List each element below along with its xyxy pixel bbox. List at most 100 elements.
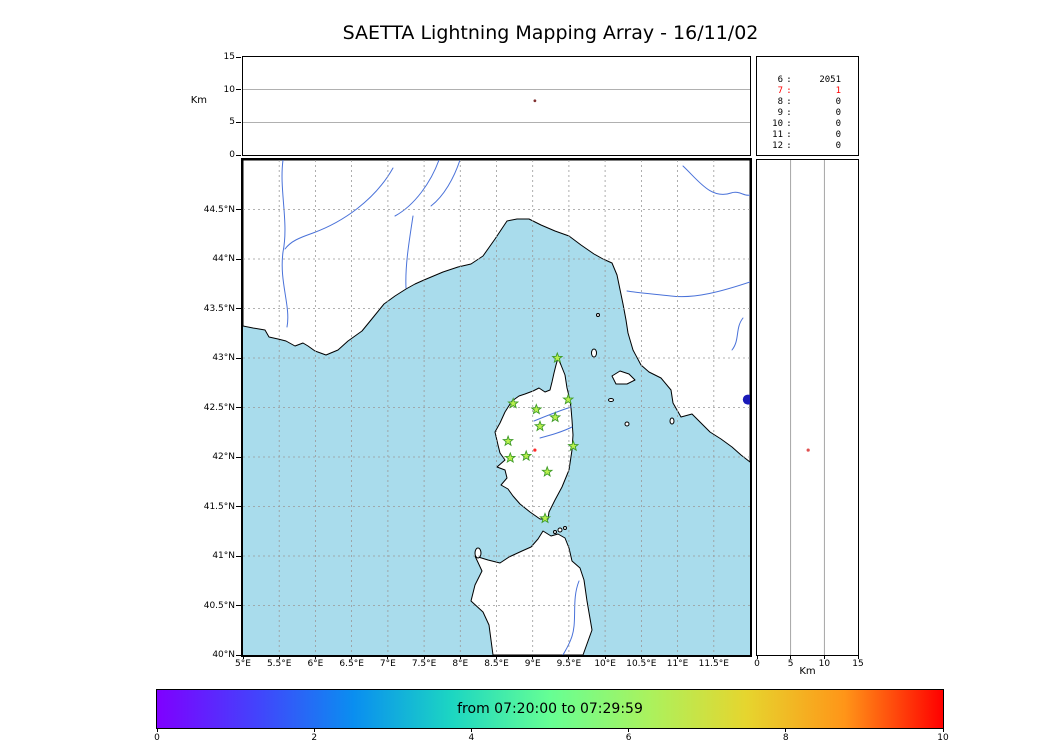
km-tickmark	[823, 655, 825, 659]
colorbar-gradient: from 07:20:00 to 07:29:59	[157, 690, 943, 728]
lma-station-marker	[502, 434, 515, 447]
colorbar-tickmark	[156, 728, 158, 732]
stats-text: 6	[777, 75, 783, 85]
lon-tickmark	[278, 655, 280, 659]
stats-row: 9: 0	[763, 108, 858, 119]
river-line	[731, 317, 744, 351]
small-island-maddalena	[557, 527, 563, 533]
altitude-latitude-plot	[790, 160, 825, 655]
colorbar-tickmark	[942, 728, 944, 732]
stats-row: 12: 0	[763, 141, 858, 152]
colorbar-tickmark	[785, 728, 787, 732]
lon-tick-label: 6°E	[307, 659, 324, 669]
stats-text: :	[786, 86, 792, 96]
lma-station-marker	[539, 512, 552, 524]
lat-tickmark	[236, 258, 241, 260]
lon-tick-label: 7.5°E	[411, 659, 437, 669]
stats-panel: 6: 2051 7: 1 8: 0 9: 0 10: 0 11: 0 12: 0	[756, 56, 859, 156]
lat-tick-label: 40°N	[212, 650, 235, 660]
stats-text: 11	[772, 130, 783, 140]
altitude-tickmark	[236, 121, 241, 123]
small-island-gorgona	[596, 313, 600, 317]
mainland-coastline	[243, 160, 750, 463]
stats-row: 6: 2051	[763, 75, 858, 86]
lat-tickmark	[236, 209, 241, 210]
lat-tick-label: 43.5°N	[203, 303, 235, 314]
colorbar-tick-label: 10	[937, 733, 949, 743]
stats-text: 12	[772, 141, 783, 151]
altitude-longitude-plot	[243, 89, 750, 123]
km-tickmark	[790, 655, 792, 659]
sardinia-island	[470, 530, 593, 655]
colorbar-tickmark	[313, 728, 315, 732]
lightning-source-dot	[533, 448, 537, 452]
altitude-latitude-dot	[806, 448, 810, 452]
lon-tickmark	[532, 655, 534, 659]
km-tick-label: 0	[754, 659, 760, 669]
altitude-tick-label: 10	[223, 84, 235, 95]
altitude-tick-label: 15	[223, 52, 235, 62]
stats-text: :	[786, 75, 792, 85]
lat-tick-label: 40.5°N	[203, 600, 235, 611]
lat-tickmark	[236, 357, 241, 359]
river-line	[405, 215, 414, 289]
lat-tick-label: 41.5°N	[203, 501, 235, 512]
small-island-capraia	[591, 348, 597, 358]
colorbar-tick-label: 2	[311, 733, 318, 743]
small-island-maddalena	[563, 526, 567, 530]
colorbar-tick-label: 8	[782, 733, 789, 743]
lon-tickmark	[314, 655, 316, 659]
lat-tick-label: 41°N	[212, 551, 235, 561]
lat-tickmark	[236, 407, 241, 408]
lat-tick-label: 43°N	[212, 353, 235, 363]
lma-station-marker	[530, 403, 543, 415]
km-tick-label: 15	[852, 659, 864, 669]
lon-tickmark	[568, 655, 570, 659]
river-line	[626, 281, 750, 298]
altitude-tickmark	[236, 89, 241, 91]
river-lines	[281, 160, 750, 655]
geographic-map	[243, 160, 750, 655]
lon-tick-label: 7°E	[379, 659, 396, 669]
lma-station-marker	[533, 420, 546, 432]
altitude-longitude-dot	[533, 99, 537, 103]
km-tickmark	[756, 655, 758, 659]
figure-title: SAETTA Lightning Mapping Array - 16/11/0…	[342, 22, 759, 44]
lon-tickmark	[713, 655, 715, 659]
lma-station-marker	[562, 393, 575, 405]
lon-tick-label: 10.5°E	[626, 659, 657, 669]
river-line	[539, 426, 573, 439]
river-line	[562, 580, 580, 655]
lon-tickmark	[242, 655, 244, 659]
lat-tickmark	[236, 506, 241, 507]
stats-text: 9	[777, 108, 783, 118]
map-panel	[241, 158, 752, 657]
small-island-montecristo	[624, 421, 630, 427]
lon-tick-label: 6.5°E	[339, 659, 364, 669]
lon-tick-label: 11.5°E	[698, 659, 729, 669]
lon-tickmark	[459, 655, 461, 659]
small-island-pianosa	[608, 398, 614, 402]
lat-tickmark	[236, 308, 241, 309]
small-island-maddalena	[553, 530, 557, 534]
km-tick-label: 10	[818, 659, 831, 669]
stats-text: 0	[835, 108, 841, 118]
lma-station-marker	[567, 439, 580, 452]
colorbar-tick-label: 0	[154, 733, 160, 743]
colorbar-tick-label: 6	[625, 733, 632, 743]
lat-tick-label: 44°N	[212, 254, 235, 264]
river-line	[533, 406, 572, 422]
lon-tick-label: 8.5°E	[484, 659, 509, 669]
lat-tick-label: 44.5°N	[203, 204, 235, 215]
stats-text: 0	[835, 119, 841, 129]
stats-text: :	[786, 130, 792, 140]
stats-row: 8: 0	[763, 97, 858, 108]
lon-tickmark	[496, 655, 497, 659]
stats-text: 2051	[819, 75, 841, 85]
lat-tickmark	[236, 605, 241, 606]
stats-rows: 6: 2051 7: 1 8: 0 9: 0 10: 0 11: 0 12: 0	[757, 57, 858, 152]
colorbar-tickmark	[470, 728, 472, 732]
colorbar: from 07:20:00 to 07:29:59	[156, 689, 944, 729]
lat-tickmark	[236, 654, 241, 656]
elba-island	[611, 370, 636, 385]
